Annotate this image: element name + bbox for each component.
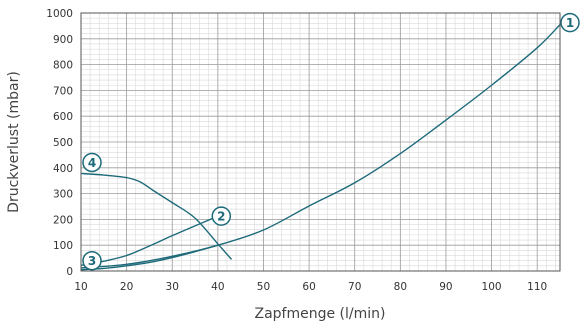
x-tick-label: 90 — [439, 281, 452, 293]
x-tick-label: 20 — [120, 281, 133, 293]
y-tick-label: 900 — [53, 34, 73, 46]
y-tick-label: 100 — [53, 240, 73, 252]
x-tick-label: 110 — [527, 281, 547, 293]
curve-4 — [80, 172, 233, 260]
y-tick-label: 800 — [53, 60, 73, 72]
curve-3-marker: 3 — [82, 250, 102, 271]
x-tick-label: 60 — [302, 281, 315, 293]
tick-labels: 10 20 30 40 50 60 70 80 90 100 110 0 100 200 300 400 500… — [46, 8, 547, 293]
y-tick-label: 500 — [53, 137, 73, 149]
y-tick-label: 400 — [53, 163, 73, 175]
curve-1-marker: 1 — [560, 12, 580, 33]
y-tick-label: 200 — [53, 214, 73, 226]
x-tick-label: 50 — [257, 281, 270, 293]
x-tick-label: 40 — [211, 281, 224, 293]
marker-number: 2 — [217, 209, 225, 223]
marker-circle — [82, 250, 102, 271]
x-tick-label: 80 — [394, 281, 407, 293]
x-axis-label: Zapfmenge (l/min) — [255, 306, 386, 322]
curve-4-marker: 4 — [82, 152, 102, 173]
x-tick-label: 30 — [166, 281, 179, 293]
curve-3 — [80, 244, 219, 271]
marker-number: 1 — [566, 16, 574, 30]
marker-circle — [211, 206, 232, 226]
marker-circle — [560, 12, 580, 33]
y-tick-label: 0 — [66, 266, 73, 278]
y-tick-label: 700 — [53, 85, 73, 97]
y-tick-label: 300 — [53, 189, 73, 201]
curve-2 — [80, 217, 214, 267]
curve-1 — [80, 24, 561, 269]
grid — [80, 12, 560, 272]
y-axis-label: Druckverlust (mbar) — [6, 71, 22, 213]
y-tick-label: 1000 — [46, 8, 73, 20]
curve-markers: 1 2 3 4 — [82, 12, 580, 271]
x-tick-label: 100 — [482, 281, 502, 293]
marker-number: 3 — [88, 254, 96, 268]
x-tick-label: 70 — [348, 281, 361, 293]
curve-2-marker: 2 — [211, 206, 232, 226]
plot-frame — [80, 12, 561, 272]
curves — [80, 24, 561, 271]
y-tick-label: 600 — [53, 111, 73, 123]
marker-number: 4 — [88, 156, 96, 170]
x-tick-label: 10 — [74, 281, 87, 293]
marker-circle — [82, 152, 102, 173]
